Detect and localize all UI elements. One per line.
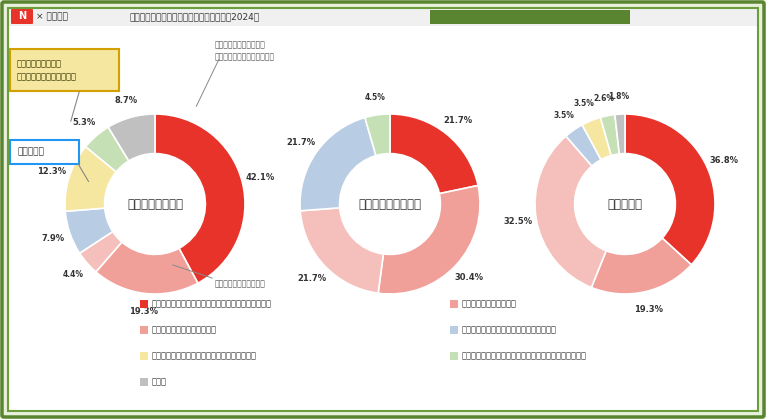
FancyBboxPatch shape — [11, 9, 33, 24]
Text: 19.3%: 19.3% — [129, 307, 158, 316]
Wedge shape — [378, 186, 480, 294]
Text: 3.5%: 3.5% — [574, 99, 594, 109]
Text: 料理が苦手: 料理が苦手 — [17, 147, 44, 157]
Bar — [450, 326, 458, 334]
Bar — [140, 300, 148, 308]
Text: 仕事・学校などが忙しく
料理をする時間が余裕がない: 仕事・学校などが忙しく 料理をする時間が余裕がない — [215, 40, 275, 62]
Bar — [140, 352, 148, 360]
Wedge shape — [108, 114, 155, 161]
Text: 21.7%: 21.7% — [286, 138, 316, 147]
Text: 実家暮らし: 実家暮らし — [607, 197, 643, 210]
Bar — [450, 352, 458, 360]
Bar — [8, 8, 758, 26]
Wedge shape — [65, 208, 113, 253]
Wedge shape — [591, 238, 692, 294]
Wedge shape — [96, 242, 198, 294]
Text: ルームシェア・同棲: ルームシェア・同棲 — [358, 197, 421, 210]
Text: ひとり分の料理だと食材を余らせてしまうから: ひとり分の料理だと食材を余らせてしまうから — [152, 352, 257, 360]
Bar — [450, 300, 458, 308]
Text: N: N — [18, 11, 26, 21]
Wedge shape — [300, 208, 383, 293]
Wedge shape — [601, 114, 620, 155]
Text: その他: その他 — [152, 378, 167, 386]
Bar — [430, 10, 630, 24]
Text: 賊貸ひとり暮らし: 賊貸ひとり暮らし — [127, 197, 183, 210]
Wedge shape — [535, 136, 606, 287]
Text: 1.8%: 1.8% — [608, 92, 630, 101]
Text: 42.1%: 42.1% — [245, 173, 274, 182]
Text: 36.8%: 36.8% — [709, 156, 738, 165]
Text: 片付けなどが面倒くさい: 片付けなどが面倒くさい — [462, 300, 517, 308]
Text: 4.5%: 4.5% — [365, 93, 385, 101]
FancyBboxPatch shape — [10, 140, 79, 164]
Text: 片付けなどが面倒くさい: 片付けなどが面倒くさい — [215, 279, 266, 289]
Text: 7.9%: 7.9% — [41, 235, 64, 243]
Wedge shape — [155, 114, 245, 283]
Wedge shape — [582, 117, 611, 160]
Text: 「住まい別・料理に関するアンケート調査2024」: 「住まい別・料理に関するアンケート調査2024」 — [130, 12, 260, 21]
Wedge shape — [86, 127, 129, 172]
Wedge shape — [566, 125, 601, 166]
Text: 4.4%: 4.4% — [63, 270, 84, 279]
Text: 12.3%: 12.3% — [38, 167, 67, 176]
Text: 5.3%: 5.3% — [73, 118, 96, 127]
Text: 30.4%: 30.4% — [455, 273, 483, 282]
Bar — [140, 378, 148, 386]
Text: 21.7%: 21.7% — [297, 274, 326, 283]
Wedge shape — [300, 118, 376, 211]
Text: 2.6%: 2.6% — [594, 93, 614, 103]
Text: 32.5%: 32.5% — [504, 217, 533, 226]
Wedge shape — [390, 114, 478, 194]
FancyBboxPatch shape — [10, 49, 119, 91]
Text: 21.7%: 21.7% — [444, 116, 473, 124]
Bar — [140, 326, 148, 334]
Wedge shape — [625, 114, 715, 265]
Wedge shape — [615, 114, 625, 154]
Text: 19.3%: 19.3% — [634, 305, 663, 314]
Text: 3.5%: 3.5% — [553, 111, 574, 120]
Text: 料理が苦手、料理ができない: 料理が苦手、料理ができない — [152, 326, 217, 334]
Wedge shape — [80, 232, 122, 272]
Wedge shape — [365, 114, 390, 155]
Text: 8.7%: 8.7% — [114, 96, 137, 104]
Wedge shape — [65, 147, 116, 211]
Text: 物価高などを背景に、自芸は経済的でないと感じるから: 物価高などを背景に、自芸は経済的でないと感じるから — [462, 352, 587, 360]
Text: 仕事・学校などが忙しく料理をする時間や余裕がない: 仕事・学校などが忙しく料理をする時間や余裕がない — [152, 300, 272, 308]
Text: × エイブル: × エイブル — [36, 12, 68, 21]
Text: 自分のためだけに料理をする気が起きない: 自分のためだけに料理をする気が起きない — [462, 326, 557, 334]
Text: ひとり分の料理だと
食材を余らせてしまうから: ひとり分の料理だと 食材を余らせてしまうから — [17, 59, 77, 81]
